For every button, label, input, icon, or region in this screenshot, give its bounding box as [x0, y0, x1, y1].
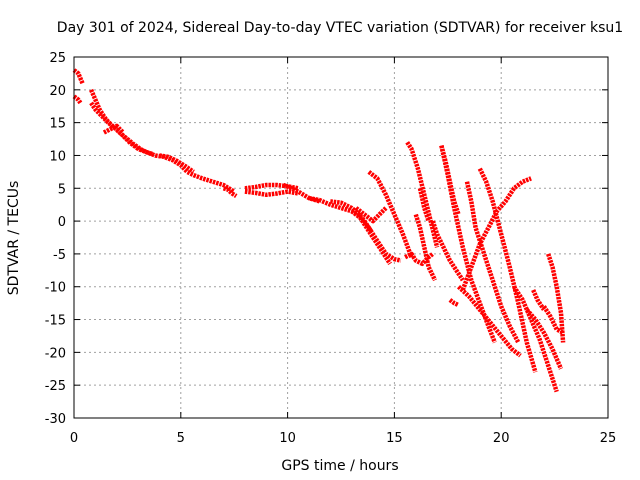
series-arc-19 — [413, 213, 438, 282]
series-arc-31 — [525, 308, 564, 370]
axis-ticks: 0 5 10 15 20 25 25 20 15 10 5 0 -5 -10 -15 -20 -25 -30 — [45, 51, 617, 446]
series-arc-16 — [367, 170, 414, 258]
data-series — [72, 68, 566, 393]
chart-title: Day 301 of 2024, Sidereal Day-to-day VTE… — [57, 20, 623, 36]
x-tick-label: 15 — [386, 431, 403, 446]
series-arc-26 — [464, 181, 521, 344]
y-tick-label: 0 — [58, 215, 66, 230]
series-arc-7 — [222, 186, 238, 199]
y-tick-label: 5 — [58, 182, 66, 197]
series-arc-9 — [244, 189, 299, 198]
x-tick-label: 10 — [279, 431, 296, 446]
series-arc-30 — [531, 289, 546, 311]
x-tick-label: 20 — [493, 431, 510, 446]
series-arc-27 — [477, 167, 538, 373]
series-arc-23 — [439, 145, 497, 344]
series-arc-1 — [72, 68, 85, 85]
x-axis-label: GPS time / hours — [281, 458, 398, 474]
y-axis-label: SDTVAR / TECUs — [6, 181, 22, 296]
y-tick-label: -30 — [45, 412, 66, 427]
x-tick-label: 0 — [70, 431, 78, 446]
series-arc-17 — [404, 251, 435, 267]
series-arc-5 — [102, 123, 125, 135]
series-arc-20 — [417, 187, 431, 222]
series-arc-32 — [546, 253, 566, 343]
series-arc-29 — [512, 285, 559, 393]
series-arc-4 — [89, 101, 154, 157]
y-tick-label: 10 — [49, 149, 66, 164]
y-tick-label: 15 — [49, 117, 66, 132]
y-tick-label: -5 — [53, 248, 66, 263]
y-tick-label: 20 — [49, 84, 66, 99]
series-arc-25 — [460, 176, 532, 291]
series-arc-6 — [159, 153, 195, 174]
x-tick-label: 25 — [600, 431, 617, 446]
series-arc-3 — [89, 88, 236, 194]
series-arc-14 — [354, 206, 388, 224]
y-tick-label: 25 — [49, 51, 66, 66]
series-arc-28 — [456, 285, 522, 358]
series-arc-33 — [542, 305, 565, 335]
y-tick-label: -10 — [45, 281, 66, 296]
series-arc-22 — [430, 220, 465, 282]
series-arc-18 — [405, 141, 440, 248]
series-arc-2 — [72, 94, 83, 105]
plot-frame — [73, 56, 609, 419]
grid — [74, 57, 608, 418]
series-arc-8 — [244, 182, 299, 191]
y-tick-label: -25 — [45, 379, 66, 394]
series-arc-24 — [448, 298, 460, 308]
series-arc-15 — [356, 213, 392, 266]
y-tick-label: -15 — [45, 314, 66, 329]
x-tick-label: 5 — [177, 431, 185, 446]
y-tick-label: -20 — [45, 346, 66, 361]
